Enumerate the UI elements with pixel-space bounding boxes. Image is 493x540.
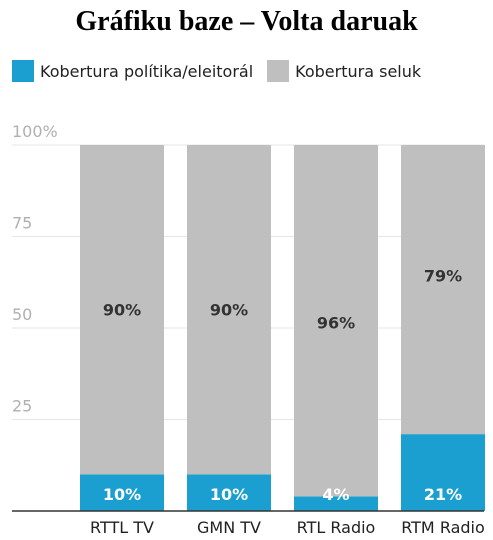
bar-segment <box>401 145 485 435</box>
data-label: 10% <box>103 485 141 504</box>
data-label: 4% <box>322 485 349 504</box>
bar-segment <box>80 145 164 475</box>
data-label: 96% <box>317 314 355 333</box>
chart-title: Gráfiku baze – Volta daruak <box>75 6 418 37</box>
bar-segment <box>187 145 271 475</box>
data-label: 90% <box>103 301 141 320</box>
x-tick-label: GMN TV <box>197 518 261 537</box>
legend-label-other: Kobertura seluk <box>295 61 422 81</box>
legend-item-other: Kobertura seluk <box>267 60 421 82</box>
x-tick-label: RTTL TV <box>90 518 154 537</box>
bar-segment <box>294 145 378 497</box>
bar-segment <box>401 434 485 511</box>
x-tick-label: RTL Radio <box>297 518 376 537</box>
legend-item-political: Kobertura polítika/eleitorál <box>12 60 253 82</box>
legend-swatch-other <box>267 60 290 82</box>
bar-segment <box>187 474 271 511</box>
bar-segment <box>294 496 378 511</box>
data-label: 10% <box>210 485 248 504</box>
x-tick-label: RTM Radio <box>401 518 485 537</box>
bar-segment <box>80 474 164 511</box>
y-tick-label: 100% <box>12 122 58 141</box>
chart-legend: Kobertura polítika/eleitorál Kobertura s… <box>12 60 435 82</box>
data-label: 90% <box>210 301 248 320</box>
y-tick-label: 50 <box>12 305 32 324</box>
legend-swatch-political <box>12 60 34 82</box>
data-label: 21% <box>424 485 462 504</box>
y-tick-label: 75 <box>12 214 32 233</box>
legend-label-political: Kobertura polítika/eleitorál <box>40 61 254 81</box>
y-tick-label: 25 <box>12 397 32 416</box>
data-label: 79% <box>424 267 462 286</box>
